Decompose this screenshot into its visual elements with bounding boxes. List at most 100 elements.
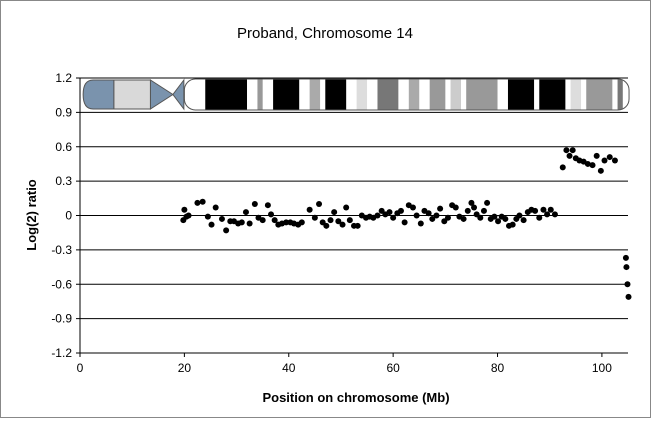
data-point: [208, 221, 215, 228]
data-point: [181, 206, 188, 213]
data-point: [374, 212, 381, 219]
data-point: [223, 227, 230, 234]
data-point: [624, 281, 631, 288]
data-point: [520, 217, 527, 224]
data-point: [477, 214, 484, 221]
data-point: [444, 214, 451, 221]
ideogram-band: [205, 79, 248, 110]
ideogram-band: [408, 79, 420, 110]
x-tick-label: 20: [178, 361, 192, 375]
data-point: [532, 207, 539, 214]
data-point: [544, 211, 551, 218]
data-point: [306, 206, 313, 213]
ideogram-q-arm: [184, 79, 630, 110]
ideogram-q-outline: [183, 78, 630, 111]
data-point: [246, 220, 253, 227]
data-point: [390, 214, 397, 221]
x-tick-label: 40: [282, 361, 296, 375]
data-point: [623, 264, 630, 271]
data-point: [551, 211, 558, 218]
data-point: [540, 206, 547, 213]
data-point: [212, 204, 219, 211]
data-point: [584, 160, 591, 167]
data-point: [218, 215, 225, 222]
ideogram-band: [257, 79, 263, 110]
data-point: [264, 202, 271, 209]
data-point: [484, 199, 491, 206]
data-point: [471, 204, 478, 211]
y-tick-label: -1.2: [51, 346, 72, 360]
ideogram-band: [466, 79, 498, 110]
data-point: [559, 164, 566, 171]
data-point: [429, 215, 436, 222]
data-point: [433, 212, 440, 219]
ideogram-centromere-right: [172, 78, 185, 111]
data-point: [199, 198, 206, 205]
y-tick-label: 1.2: [55, 71, 72, 85]
data-point: [569, 147, 576, 154]
ideogram-band: [273, 79, 300, 110]
data-point: [437, 205, 444, 212]
data-point: [259, 217, 266, 224]
x-tick-label: 0: [77, 361, 84, 375]
data-point: [622, 254, 629, 261]
data-point: [327, 217, 334, 224]
data-point: [401, 219, 408, 226]
ideogram-band: [429, 79, 446, 110]
data-point: [194, 199, 201, 206]
data-point: [417, 220, 424, 227]
y-tick-label: -0.9: [51, 312, 72, 326]
data-point: [316, 201, 323, 208]
ideogram-centromere-left: [149, 79, 174, 110]
data-point: [566, 152, 573, 159]
data-point: [339, 221, 346, 228]
data-point: [271, 217, 278, 224]
ideogram-p-terminal: [82, 79, 115, 110]
x-tick-labels: 0 20 40 60 80 100: [77, 353, 612, 375]
data-point: [397, 207, 404, 214]
data-point: [331, 209, 338, 216]
chart-title: Proband, Chromosome 14: [237, 25, 413, 42]
data-point: [311, 214, 318, 221]
ideogram-band: [377, 79, 399, 110]
x-tick-label: 80: [491, 361, 505, 375]
data-point: [425, 210, 432, 217]
ideogram-p-band: [113, 79, 151, 110]
data-point: [495, 218, 502, 225]
ideogram-band: [356, 79, 368, 110]
data-point: [509, 221, 516, 228]
y-tick-label: -0.6: [51, 277, 72, 291]
ideogram-band: [570, 79, 582, 110]
data-point: [354, 222, 361, 229]
ideogram-band: [325, 79, 347, 110]
data-point: [625, 293, 632, 300]
data-point: [589, 162, 596, 169]
data-point: [611, 157, 618, 164]
y-tick-label: -0.3: [51, 243, 72, 257]
ideogram-band: [617, 79, 623, 110]
data-point: [460, 215, 467, 222]
data-point: [516, 212, 523, 219]
data-point: [464, 207, 471, 214]
data-points: [180, 147, 632, 300]
x-tick-label: 100: [592, 361, 612, 375]
data-point: [335, 218, 342, 225]
ideogram-band: [586, 79, 613, 110]
data-point: [597, 167, 604, 174]
data-point: [413, 212, 420, 219]
data-point: [204, 213, 211, 220]
data-point: [601, 157, 608, 164]
data-point: [298, 219, 305, 226]
data-point: [343, 204, 350, 211]
ideogram-band: [507, 79, 535, 110]
data-point: [386, 209, 393, 216]
data-point: [346, 217, 353, 224]
data-point: [323, 222, 330, 229]
data-point: [502, 215, 509, 222]
y-tick-label: 0.9: [55, 105, 72, 119]
ideogram-band: [539, 79, 566, 110]
data-point: [268, 211, 275, 218]
chromosome-ideogram: [82, 78, 630, 111]
